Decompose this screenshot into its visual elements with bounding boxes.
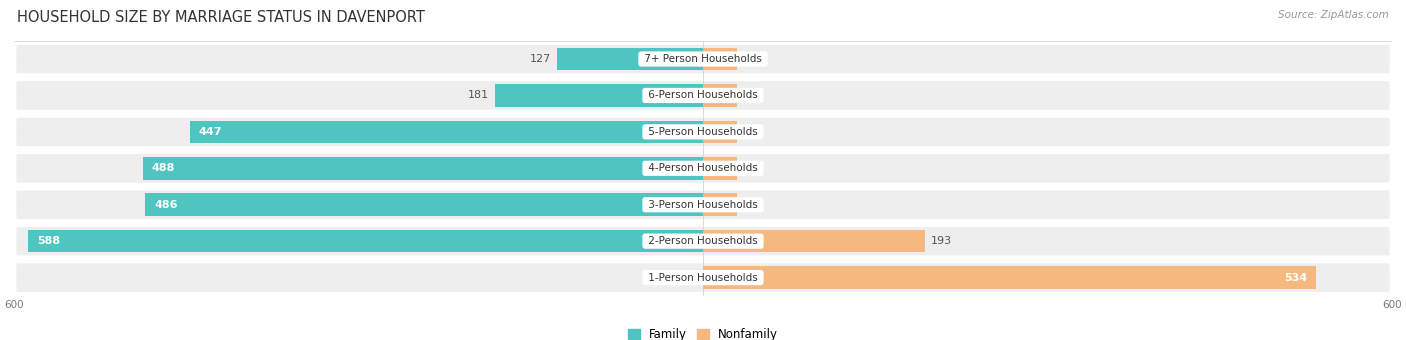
Text: 0: 0 xyxy=(744,54,751,64)
Text: 588: 588 xyxy=(37,236,60,246)
Text: 127: 127 xyxy=(530,54,551,64)
Text: 5-Person Households: 5-Person Households xyxy=(645,127,761,137)
Text: 193: 193 xyxy=(931,236,952,246)
Bar xyxy=(190,121,703,143)
Bar xyxy=(142,157,703,180)
Text: 181: 181 xyxy=(468,90,489,100)
Text: 1-Person Households: 1-Person Households xyxy=(645,273,761,283)
FancyBboxPatch shape xyxy=(17,81,1389,109)
Text: 488: 488 xyxy=(152,163,176,173)
Bar xyxy=(557,48,703,70)
Text: 15: 15 xyxy=(744,200,758,210)
FancyBboxPatch shape xyxy=(17,154,1389,183)
Text: 486: 486 xyxy=(155,200,177,210)
Bar xyxy=(703,193,738,216)
Bar xyxy=(703,266,738,289)
Bar xyxy=(703,230,738,252)
Text: 0: 0 xyxy=(744,163,751,173)
Text: 0: 0 xyxy=(744,127,751,137)
FancyBboxPatch shape xyxy=(17,227,1389,255)
Text: 7+ Person Households: 7+ Person Households xyxy=(641,54,765,64)
Bar xyxy=(703,266,1316,289)
Text: 447: 447 xyxy=(198,127,222,137)
FancyBboxPatch shape xyxy=(17,118,1389,146)
Bar xyxy=(28,230,703,252)
Bar xyxy=(703,121,738,143)
Bar xyxy=(703,48,738,70)
Text: 6-Person Households: 6-Person Households xyxy=(645,90,761,100)
Text: 0: 0 xyxy=(744,90,751,100)
Text: Source: ZipAtlas.com: Source: ZipAtlas.com xyxy=(1278,10,1389,20)
Bar xyxy=(703,84,738,107)
FancyBboxPatch shape xyxy=(17,45,1389,73)
Text: 4-Person Households: 4-Person Households xyxy=(645,163,761,173)
Text: 534: 534 xyxy=(1284,273,1308,283)
Bar xyxy=(495,84,703,107)
Bar xyxy=(703,157,738,180)
Text: 2-Person Households: 2-Person Households xyxy=(645,236,761,246)
Legend: Family, Nonfamily: Family, Nonfamily xyxy=(623,324,783,340)
Bar xyxy=(703,230,925,252)
FancyBboxPatch shape xyxy=(17,190,1389,219)
Text: 3-Person Households: 3-Person Households xyxy=(645,200,761,210)
FancyBboxPatch shape xyxy=(17,264,1389,292)
Bar xyxy=(145,193,703,216)
Text: HOUSEHOLD SIZE BY MARRIAGE STATUS IN DAVENPORT: HOUSEHOLD SIZE BY MARRIAGE STATUS IN DAV… xyxy=(17,10,425,25)
